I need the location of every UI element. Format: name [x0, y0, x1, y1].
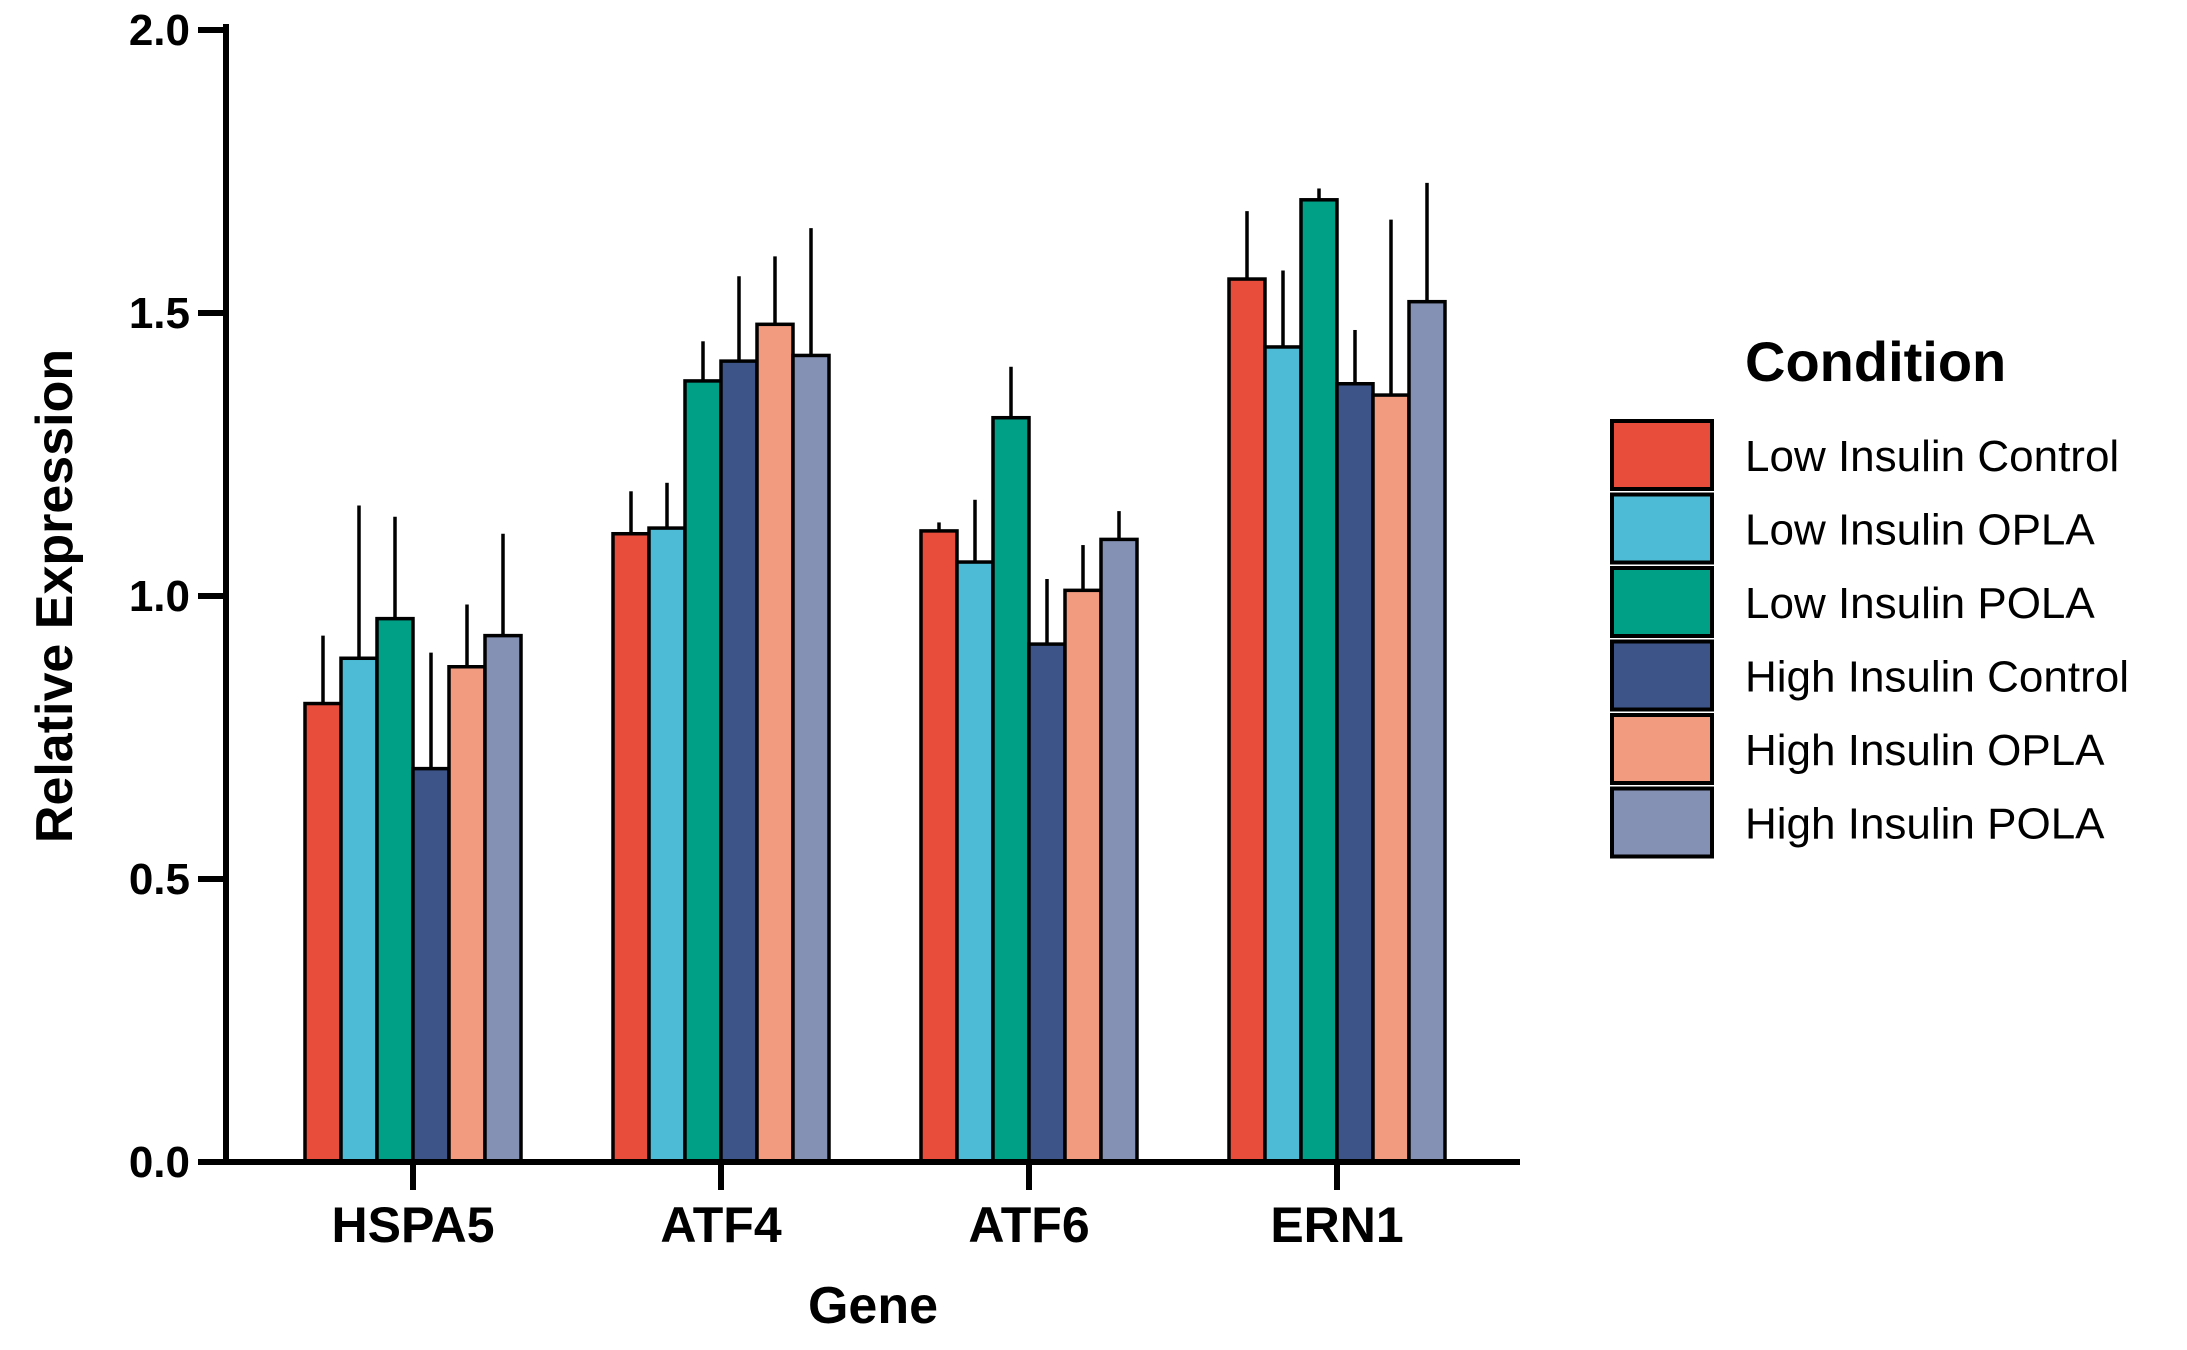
bar	[955, 560, 995, 1164]
bar	[1371, 393, 1411, 1164]
bar	[755, 322, 795, 1164]
legend-swatch	[1610, 419, 1714, 491]
y-axis-title: Relative Expression	[26, 349, 84, 843]
bar	[447, 665, 487, 1164]
legend-swatch	[1610, 639, 1714, 712]
bar	[1407, 299, 1447, 1164]
bar	[1227, 277, 1267, 1164]
legend-swatch	[1610, 492, 1714, 565]
legend-swatch	[1610, 566, 1714, 638]
bar	[375, 616, 415, 1164]
x-tick-label: ATF6	[968, 1197, 1089, 1253]
bar	[991, 415, 1031, 1164]
bar	[1027, 642, 1067, 1164]
bar	[791, 353, 831, 1164]
bars-group	[303, 182, 1447, 1164]
bar	[411, 766, 451, 1164]
x-tick-label: ERN1	[1270, 1197, 1403, 1253]
bar	[683, 379, 723, 1164]
bar	[339, 656, 379, 1164]
y-tick-label: 0.5	[129, 855, 190, 904]
legend-entry-label: Low Insulin Control	[1745, 432, 2119, 481]
legend-entry-label: Low Insulin OPLA	[1745, 506, 2095, 555]
legend-entry-label: High Insulin OPLA	[1745, 726, 2105, 775]
legend-swatch	[1610, 713, 1714, 785]
x-axis-title: Gene	[808, 1277, 938, 1335]
bar	[647, 526, 687, 1164]
x-tick-label: ATF4	[660, 1197, 781, 1253]
legend: Condition Low Insulin Control Low Insulin…	[1610, 330, 2129, 859]
bar	[1299, 198, 1339, 1164]
legend-entry-label: Low Insulin POLA	[1745, 579, 2095, 628]
x-axis-ticks: HSPA5 ATF4 ATF6 ERN1	[331, 1162, 1404, 1253]
bar	[919, 529, 959, 1164]
bar	[1335, 382, 1375, 1164]
bar	[1099, 537, 1139, 1164]
bar	[483, 633, 523, 1164]
x-tick-label: HSPA5	[331, 1197, 494, 1253]
legend-entry-label: High Insulin POLA	[1745, 800, 2105, 849]
y-axis-ticks: 0.0 0.5 1.0 1.5 2.0	[129, 6, 226, 1187]
y-tick-label: 0.0	[129, 1138, 190, 1187]
y-tick-label: 1.0	[129, 572, 190, 621]
y-tick-label: 2.0	[129, 6, 190, 55]
legend-swatch	[1610, 786, 1714, 859]
bar	[1263, 345, 1303, 1164]
legend-title: Condition	[1745, 330, 2006, 393]
bar	[303, 701, 343, 1164]
y-tick-label: 1.5	[129, 289, 190, 338]
bar	[611, 531, 651, 1164]
bar	[719, 359, 759, 1164]
bar	[1063, 588, 1103, 1164]
legend-entry-label: High Insulin Control	[1745, 653, 2129, 702]
